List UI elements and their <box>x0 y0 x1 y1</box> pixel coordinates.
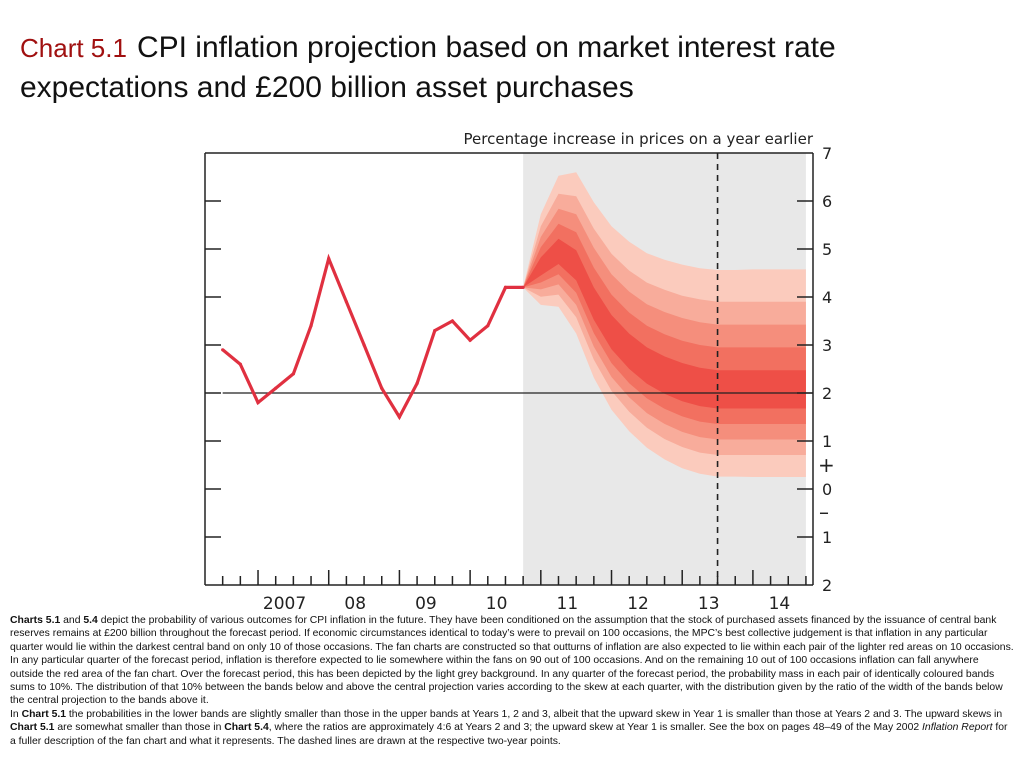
data-point <box>256 401 260 405</box>
chart-title: Chart 5.1 CPI inflation projection based … <box>20 28 1010 108</box>
axes-layer <box>204 152 814 586</box>
x-tick-label: 2007 <box>263 594 306 612</box>
data-point <box>433 329 437 333</box>
chart-title-text: CPI inflation projection based on market… <box>20 31 836 104</box>
data-point <box>380 386 384 390</box>
x-tick-label: 10 <box>486 594 508 612</box>
notes-bold: Charts 5.1 <box>10 615 61 626</box>
y-tick-label: 7 <box>822 144 832 163</box>
x-tick-label: 11 <box>557 594 579 612</box>
notes-bold: Chart 5.1 <box>10 722 55 734</box>
fan-band-1 <box>523 238 806 409</box>
notes-bold: Chart 5.4 <box>224 722 269 734</box>
reference-lines-layer <box>222 153 813 585</box>
y-tick-label: 4 <box>822 288 832 307</box>
notes-text: are somewhat smaller than those in <box>54 722 225 734</box>
y-tick-label: 1 <box>822 528 832 547</box>
data-point <box>397 415 402 419</box>
notes-bold: Chart 5.1 <box>21 708 67 720</box>
data-point <box>221 348 225 352</box>
notes-italic: Inflation Report <box>922 722 993 734</box>
chart-notes: Charts 5.1 and 5.4 depict the probabilit… <box>10 614 1014 748</box>
y-tick-label: 0 <box>822 480 832 499</box>
data-point <box>362 343 366 347</box>
fan-bands-layer <box>523 172 806 477</box>
y-tick-label: 6 <box>822 192 832 211</box>
data-point <box>521 285 525 289</box>
data-point <box>415 381 419 385</box>
chart-subtitle: Percentage increase in prices on a year … <box>464 130 814 148</box>
data-point <box>344 300 348 304</box>
data-point <box>503 285 508 289</box>
data-point <box>327 257 331 261</box>
x-tick-label: 13 <box>698 594 720 612</box>
data-point <box>309 324 313 328</box>
y-tick-label: 5 <box>822 240 832 259</box>
x-tick-label: 09 <box>415 594 437 612</box>
data-point <box>274 386 278 390</box>
x-tick-label: 14 <box>769 594 791 612</box>
notes-text: In <box>10 708 22 720</box>
fan-chart: Percentage increase in prices on a year … <box>204 130 835 612</box>
notes-text: depict the probability of various outcom… <box>10 615 1014 707</box>
y-tick-label: 3 <box>822 336 832 355</box>
x-tick-label: 12 <box>627 594 649 612</box>
y-tick-label: 1 <box>822 432 832 451</box>
notes-text: the probabilities in the lower bands are… <box>66 708 1003 720</box>
data-point <box>291 372 295 376</box>
data-point <box>486 324 490 328</box>
data-point <box>450 319 455 323</box>
y-tick-label: 2 <box>822 576 832 595</box>
notes-text: and <box>60 615 84 626</box>
notes-bold: 5.4 <box>83 615 98 626</box>
notes-text: for a fuller description of the fan char… <box>10 722 1008 747</box>
y-tick-label: 2 <box>822 384 832 403</box>
labels-layer: Percentage increase in prices on a year … <box>263 130 835 612</box>
data-point <box>468 338 472 342</box>
cpi-inflation-line <box>221 253 524 421</box>
x-tick-label: 08 <box>344 594 366 612</box>
notes-paragraph-2: In Chart 5.1 the probabilities in the lo… <box>10 708 1014 748</box>
series-layer <box>221 253 525 421</box>
data-point <box>238 362 242 366</box>
notes-paragraph-1: Charts 5.1 and 5.4 depict the probabilit… <box>10 614 1014 708</box>
notes-text: , where the ratios are approximately 4:6… <box>268 722 923 734</box>
chart-number: Chart 5.1 <box>20 33 127 63</box>
positive-sign-label: + <box>818 453 835 477</box>
negative-sign-label: – <box>819 500 829 524</box>
